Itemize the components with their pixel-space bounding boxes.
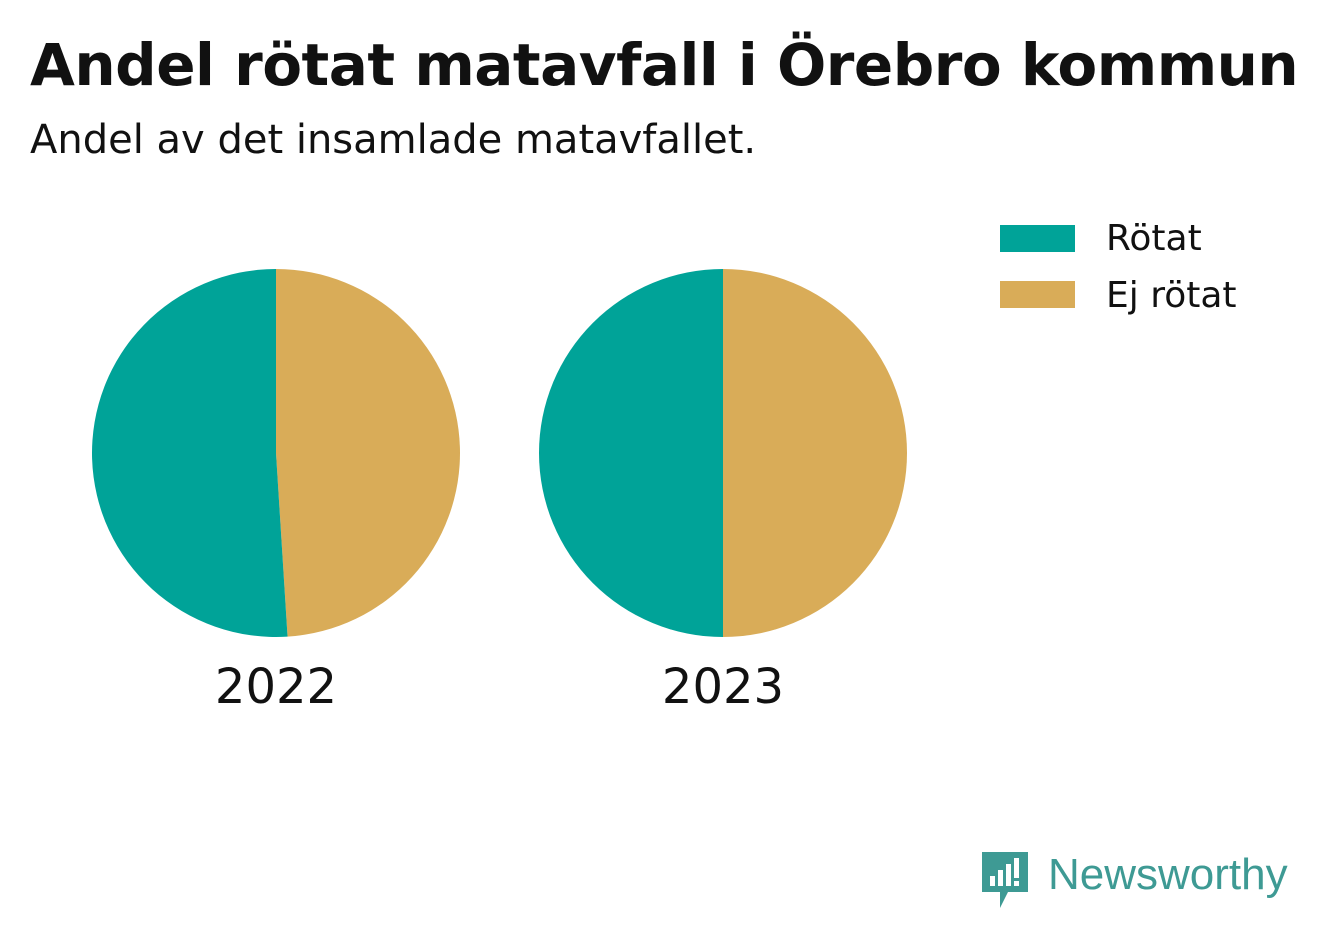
pie-label-2022: 2022 [215,659,337,715]
legend-swatch-ej-rotat [1000,281,1075,308]
chart-title: Andel rötat matavfall i Örebro kommun [30,31,1299,99]
newsworthy-logo-text: Newsworthy [1048,850,1288,899]
newsworthy-logo-icon [982,852,1028,908]
legend-swatch-rotat [1000,225,1075,252]
pie-slice-2022-ej-rotat [276,269,460,637]
legend-label-ej-rotat: Ej rötat [1106,275,1237,316]
pie-slice-2023-rotat [539,269,723,637]
legend: Rötat Ej rötat [1000,218,1237,316]
pies-group: 2022 2023 [91,269,907,715]
newsworthy-logo: Newsworthy [982,850,1288,908]
pie-slice-2022-rotat [91,269,288,638]
pie-label-2023: 2023 [662,659,784,715]
chart-subtitle: Andel av det insamlade matavfallet. [30,117,757,163]
pie-slice-2023-ej-rotat [723,269,907,637]
legend-label-rotat: Rötat [1106,218,1202,259]
